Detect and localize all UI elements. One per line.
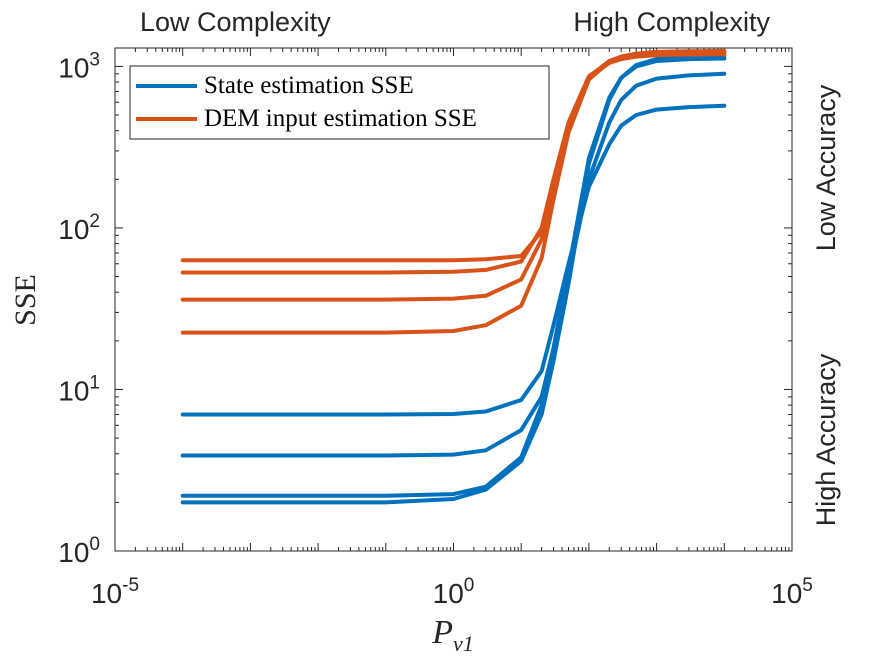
y-tick-label: 103 [58,49,100,83]
state-sse-line-3 [180,54,727,505]
state-sse-line-0 [180,103,727,417]
x-axis-label-subscript: v1 [453,631,474,656]
x-tick-label: 105 [771,575,813,609]
y-tick-label: 100 [58,534,100,568]
x-axis-label: Pv1 [431,614,474,656]
legend-label-dem: DEM input estimation SSE [204,105,477,132]
y-axis-label: SSE [9,274,42,326]
annotation-low-accuracy: Low Accuracy [811,84,841,251]
dem-sse-line-7 [180,49,727,335]
x-tick-label: 10-5 [91,575,139,609]
annotation-high-accuracy: High Accuracy [811,353,841,526]
y-tick-label: 101 [58,372,100,406]
x-tick-label: 100 [433,575,475,609]
x-axis-label-main: P [431,614,453,651]
legend-label-state: State estimation SSE [204,72,414,99]
plot-lines [180,49,727,505]
plot-frame [114,47,793,552]
legend-box [129,65,550,140]
y-tick-label: 102 [58,211,100,245]
legend: State estimation SSE DEM input estimatio… [129,65,550,140]
annotation-low-complexity: Low Complexity [140,7,331,37]
annotation-high-complexity: High Complexity [573,7,770,37]
